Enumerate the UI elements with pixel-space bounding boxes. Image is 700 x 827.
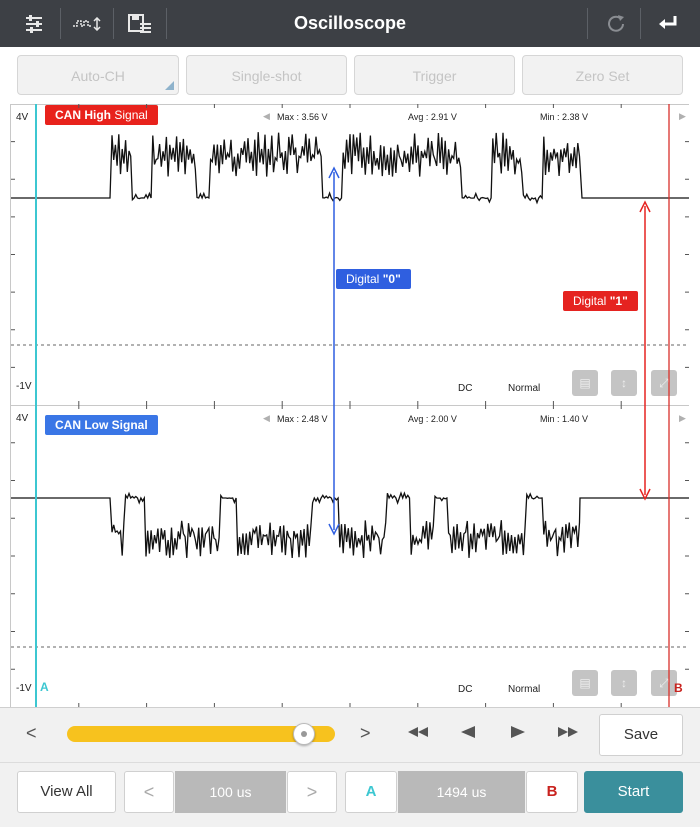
ch2-expand-icon[interactable]: ⤢ — [651, 670, 677, 696]
cursor-delta-value: 1494 us — [398, 771, 525, 813]
refresh-icon[interactable] — [592, 0, 640, 47]
view-all-button[interactable]: View All — [17, 771, 116, 813]
cursor-b-button[interactable]: B — [526, 771, 578, 813]
can-low-channel-panel: 4V -1V CAN Low Signal ◀ Max : 2.48 V Avg… — [10, 405, 689, 708]
title-bar: Oscilloscope — [0, 0, 700, 47]
can-high-badge: CAN High Signal — [45, 105, 158, 125]
can-low-badge: CAN Low Signal — [45, 415, 158, 435]
ch1-mode: Normal — [508, 383, 541, 394]
ch1-list-icon[interactable]: ▤ — [572, 370, 598, 396]
digital-1-callout: Digital "1" — [563, 291, 638, 311]
timebase-decrease-button[interactable]: < — [124, 771, 174, 813]
ch1-max: Max : 3.56 V — [277, 112, 328, 122]
step-back-icon[interactable] — [458, 723, 478, 746]
slider-next-icon[interactable]: > — [360, 723, 371, 743]
digital-0-callout: Digital "0" — [336, 269, 411, 289]
cursor-a-label[interactable]: A — [40, 680, 49, 694]
single-shot-button[interactable]: Single-shot — [186, 55, 347, 95]
timebase-increase-button[interactable]: > — [287, 771, 337, 813]
ch2-bottom-scale: -1V — [16, 683, 32, 694]
ch1-bottom-scale: -1V — [16, 381, 32, 392]
ch1-left-arrow-icon[interactable]: ◀ — [263, 111, 270, 121]
playback-slider[interactable] — [67, 723, 335, 745]
step-forward-icon[interactable] — [508, 723, 528, 746]
slider-prev-icon[interactable]: < — [26, 723, 37, 743]
rewind-icon[interactable] — [406, 723, 430, 746]
can-high-channel-panel: 4V -1V CAN High Signal ◀ Max : 3.56 V Av… — [10, 104, 689, 406]
settings-sliders-icon[interactable] — [10, 0, 58, 47]
waveform-icon[interactable] — [64, 0, 110, 47]
ch1-avg: Avg : 2.91 V — [408, 112, 457, 122]
ch2-vertical-scale-icon[interactable]: ↕ — [611, 670, 637, 696]
back-icon[interactable] — [644, 0, 692, 47]
fast-forward-icon[interactable] — [556, 723, 580, 746]
auto-ch-button[interactable]: Auto-CH — [17, 55, 179, 95]
save-button[interactable]: Save — [599, 714, 683, 756]
ch2-mode: Normal — [508, 684, 541, 695]
slider-knob[interactable] — [293, 723, 316, 745]
playback-bar: < > Save — [0, 707, 700, 763]
timebase-value: 100 us — [175, 771, 286, 813]
ch2-coupling: DC — [458, 684, 473, 695]
start-button[interactable]: Start — [584, 771, 683, 813]
ch1-coupling: DC — [458, 383, 473, 394]
ch2-list-icon[interactable]: ▤ — [572, 670, 598, 696]
ch1-top-scale: 4V — [16, 112, 29, 123]
ch2-max: Max : 2.48 V — [277, 414, 328, 424]
ch2-min: Min : 1.40 V — [540, 414, 589, 424]
ch2-avg: Avg : 2.00 V — [408, 414, 457, 424]
bottom-control-bar: View All < 100 us > A 1494 us B Start — [0, 762, 700, 827]
ch1-vertical-scale-icon[interactable]: ↕ — [611, 370, 637, 396]
ch2-right-arrow-icon[interactable]: ▶ — [679, 413, 686, 423]
zero-set-button[interactable]: Zero Set — [522, 55, 683, 95]
cursor-b-label[interactable]: B — [674, 681, 683, 695]
ch2-top-scale: 4V — [16, 413, 29, 424]
ch1-min: Min : 2.38 V — [540, 112, 589, 122]
save-list-icon[interactable] — [116, 0, 164, 47]
ch2-left-arrow-icon[interactable]: ◀ — [263, 413, 270, 423]
ch1-right-arrow-icon[interactable]: ▶ — [679, 111, 686, 121]
ch1-expand-icon[interactable]: ⤢ — [651, 370, 677, 396]
cursor-a-button[interactable]: A — [345, 771, 397, 813]
trigger-button[interactable]: Trigger — [354, 55, 515, 95]
